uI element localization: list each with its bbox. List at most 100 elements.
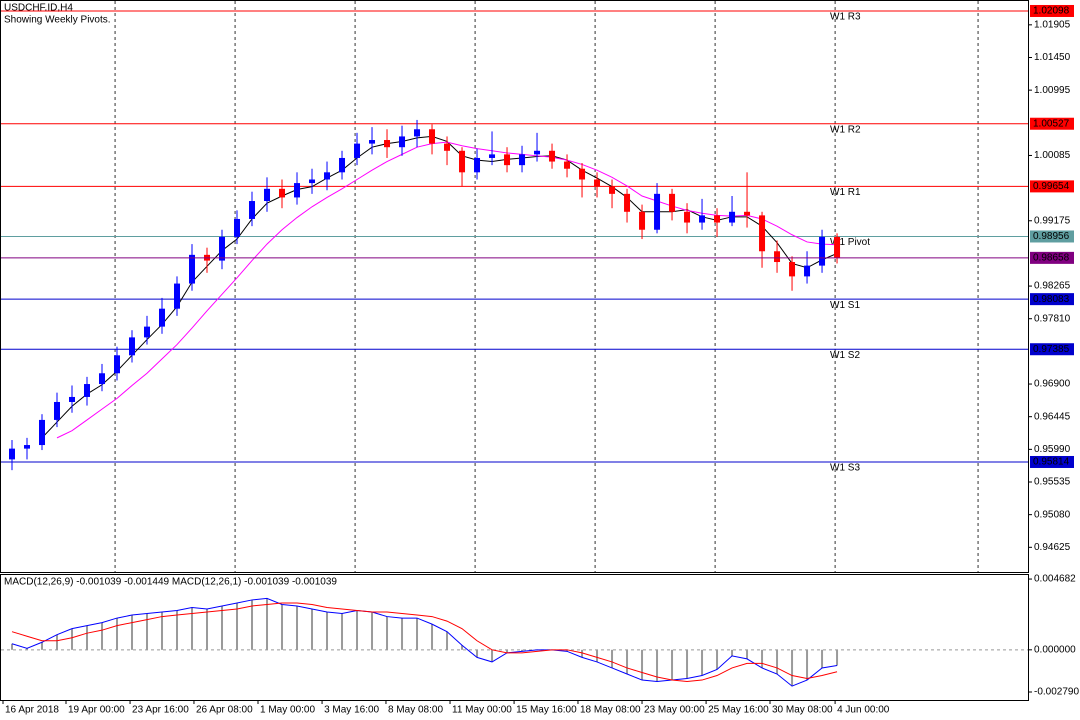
candle-body — [504, 154, 511, 166]
candle-body — [639, 211, 646, 230]
macd-bar — [326, 612, 329, 650]
macd-bar — [116, 618, 119, 650]
y-tick-label: 1.01450 — [1034, 52, 1071, 63]
x-tick-label: 19 Apr 00:00 — [68, 705, 125, 716]
y-tick-label: 0.95990 — [1034, 444, 1071, 455]
price-box — [1030, 180, 1074, 193]
macd-bar — [281, 604, 284, 650]
macd-bar — [746, 649, 749, 659]
y-tick-label: 0.98265 — [1034, 281, 1071, 292]
candle-body — [354, 143, 361, 158]
candle-body — [144, 326, 151, 338]
candle-body — [549, 150, 556, 162]
y-tick-label: 0.94625 — [1034, 542, 1071, 553]
x-tick-label: 11 May 00:00 — [452, 705, 512, 716]
x-tick-label: 15 May 16:00 — [516, 705, 577, 716]
macd-bar — [761, 649, 764, 668]
candle-body — [429, 129, 436, 144]
price-box — [1030, 293, 1074, 306]
macd-bar — [356, 610, 359, 650]
macd-bar — [566, 649, 569, 652]
macd-bar — [86, 625, 89, 650]
candle-body — [399, 136, 406, 148]
candle-body — [9, 448, 16, 460]
candle-body — [699, 215, 706, 223]
y-tick-label: 0.97810 — [1034, 313, 1071, 324]
chart-title: USDCHF.ID,H4 — [4, 3, 73, 14]
macd-bar — [446, 631, 449, 650]
macd-bar — [191, 607, 194, 650]
x-tick-label: 18 May 08:00 — [580, 705, 641, 716]
x-tick-label: 8 May 08:00 — [388, 705, 443, 716]
candle-body — [759, 215, 766, 252]
candle-body — [444, 143, 451, 151]
y-tick-label: 1.00085 — [1034, 150, 1071, 161]
macd-bar — [431, 624, 434, 650]
macd-bar — [161, 612, 164, 650]
y-tick-label: 0.95080 — [1034, 509, 1071, 520]
macd-bar — [716, 649, 719, 670]
price-box-label: 0.98083 — [1033, 294, 1070, 305]
candle-body — [714, 215, 721, 223]
pivot-label: W1 S1 — [830, 300, 860, 311]
macd-bar — [236, 602, 239, 650]
macd-line — [11, 597, 838, 687]
candle-body — [54, 401, 61, 420]
price-box-label: 0.98956 — [1033, 231, 1070, 242]
macd-bar — [581, 649, 584, 658]
macd-bar — [671, 649, 674, 681]
macd-bar — [101, 622, 104, 650]
macd-bar — [776, 649, 779, 675]
price-box-label: 0.99654 — [1033, 181, 1070, 192]
candle-body — [774, 251, 781, 263]
macd-bar — [641, 649, 644, 681]
price-box — [1030, 455, 1074, 468]
price-box-label: 1.00527 — [1033, 118, 1070, 129]
macd-bar — [806, 649, 809, 681]
candle-body — [624, 193, 631, 212]
pivot-label: W1 R1 — [830, 187, 861, 198]
price-box — [1030, 4, 1074, 17]
candle-body — [339, 157, 346, 173]
candle-body — [279, 188, 286, 198]
candle-body — [654, 193, 661, 230]
macd-bar — [266, 598, 269, 650]
candle-body — [534, 150, 541, 155]
macd-bar — [476, 649, 479, 658]
candle-body — [804, 265, 811, 277]
candle-body — [474, 157, 481, 173]
macd-bar — [71, 628, 74, 650]
chart-subtitle: Showing Weekly Pivots. — [4, 15, 111, 26]
pivot-label: W1 S2 — [830, 350, 860, 361]
candle-body — [114, 355, 121, 374]
candle-body — [174, 283, 181, 309]
y-tick-label: 0.95535 — [1034, 477, 1071, 488]
pivot-label: W1 S3 — [830, 463, 860, 474]
x-tick-label: 25 May 16:00 — [708, 705, 769, 716]
candle-body — [294, 183, 301, 198]
macd-bar — [506, 649, 509, 653]
macd-bar — [386, 616, 389, 650]
y-tick-label: 1.01905 — [1034, 19, 1071, 30]
candle-body — [684, 211, 691, 223]
candle-body — [519, 154, 526, 166]
candle-body — [609, 186, 616, 194]
macd-bar — [41, 642, 44, 650]
candle-body — [84, 384, 91, 397]
signal-line — [11, 602, 838, 683]
macd-bar — [491, 649, 494, 662]
macd-bar — [626, 649, 629, 675]
y-tick-label: 0.96445 — [1034, 411, 1071, 422]
macd-bar — [311, 609, 314, 650]
candle-body — [834, 236, 841, 258]
pivot-label: W1 R2 — [830, 124, 861, 135]
candle-body — [819, 236, 826, 266]
candle-body — [189, 254, 196, 284]
candle-body — [459, 150, 466, 173]
candle-body — [384, 140, 391, 148]
x-tick-label: 30 May 08:00 — [772, 705, 833, 716]
macd-bar — [596, 649, 599, 662]
macd-bar — [791, 649, 794, 687]
y-tick-label: 0.000000 — [1034, 644, 1076, 655]
